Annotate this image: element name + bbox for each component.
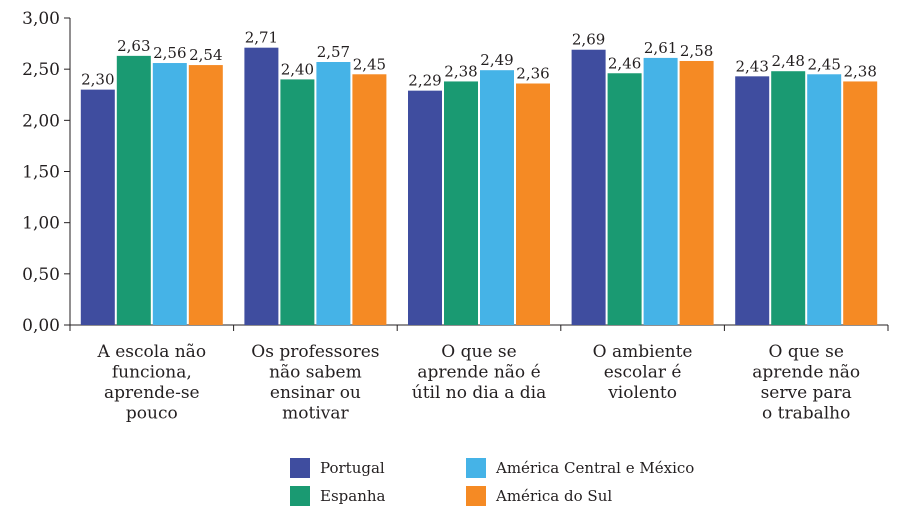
- y-tick-label: 0,50: [22, 265, 60, 285]
- bar: [444, 81, 478, 326]
- category-label: escolar é: [604, 363, 682, 383]
- legend-label: Espanha: [320, 487, 386, 505]
- bar: [480, 70, 514, 325]
- data-label: 2,61: [644, 39, 677, 57]
- legend-label: América Central e México: [495, 459, 694, 477]
- bar: [152, 63, 187, 325]
- category-label: pouco: [126, 404, 178, 424]
- data-label: 2,58: [680, 42, 713, 60]
- y-tick-label: 1,50: [22, 163, 60, 183]
- category-label: útil no dia a dia: [412, 383, 547, 403]
- data-label: 2,71: [245, 29, 278, 47]
- legend-label: Portugal: [320, 459, 385, 477]
- data-label: 2,63: [117, 37, 150, 55]
- category-label: motivar: [282, 404, 349, 424]
- data-label: 2,45: [807, 55, 840, 73]
- bar: [316, 62, 351, 326]
- bar: [516, 83, 550, 325]
- category-label: violento: [607, 383, 677, 403]
- category-label: A escola não: [97, 342, 207, 362]
- legend-swatch: [466, 486, 486, 506]
- category-label: o trabalho: [762, 404, 850, 424]
- data-label: 2,49: [480, 51, 513, 69]
- data-label: 2,38: [843, 62, 876, 80]
- data-label: 2,57: [317, 43, 350, 61]
- data-label: 2,48: [771, 52, 804, 70]
- category-label: aprende não: [752, 363, 860, 383]
- category-label: Os professores: [251, 342, 379, 362]
- data-label: 2,36: [516, 64, 549, 82]
- bar: [643, 57, 678, 325]
- category-label: aprende não é: [417, 363, 540, 383]
- legend-swatch: [290, 458, 310, 478]
- y-tick-label: 3,00: [22, 9, 60, 29]
- bar: [408, 90, 442, 325]
- data-label: 2,56: [153, 44, 186, 62]
- y-tick-label: 1,00: [22, 214, 60, 234]
- category-label: funciona,: [112, 363, 192, 383]
- category-label: ensinar ou: [270, 383, 361, 403]
- y-tick-label: 2,50: [22, 60, 60, 80]
- bar: [80, 89, 115, 325]
- data-label: 2,29: [408, 72, 441, 90]
- y-tick-label: 2,00: [22, 111, 60, 131]
- bar: [280, 79, 315, 326]
- bar: [807, 74, 842, 326]
- bar: [607, 73, 642, 325]
- legend-swatch: [290, 486, 310, 506]
- data-label: 2,43: [735, 57, 768, 75]
- bar: [188, 65, 223, 325]
- bar: [843, 81, 878, 326]
- category-label: O que se: [441, 342, 516, 362]
- bar: [571, 49, 606, 326]
- data-label: 2,45: [353, 55, 386, 73]
- category-label: O que se: [768, 342, 843, 362]
- category-label: O ambiente: [593, 342, 693, 362]
- bar: [679, 60, 714, 325]
- bar: [735, 76, 770, 325]
- data-label: 2,46: [608, 54, 641, 72]
- data-label: 2,69: [572, 31, 605, 49]
- data-label: 2,40: [281, 60, 314, 78]
- bar: [352, 74, 387, 326]
- category-label: não sabem: [269, 363, 362, 383]
- legend-swatch: [466, 458, 486, 478]
- data-label: 2,38: [444, 62, 477, 80]
- bar: [771, 71, 806, 325]
- data-label: 2,30: [81, 71, 114, 89]
- data-label: 2,54: [189, 46, 222, 64]
- bar: [116, 55, 151, 325]
- bar: [244, 47, 279, 325]
- category-label: aprende-se: [104, 383, 200, 403]
- y-tick-label: 0,00: [22, 316, 60, 336]
- category-label: serve para: [761, 383, 852, 403]
- legend-label: América do Sul: [495, 487, 612, 505]
